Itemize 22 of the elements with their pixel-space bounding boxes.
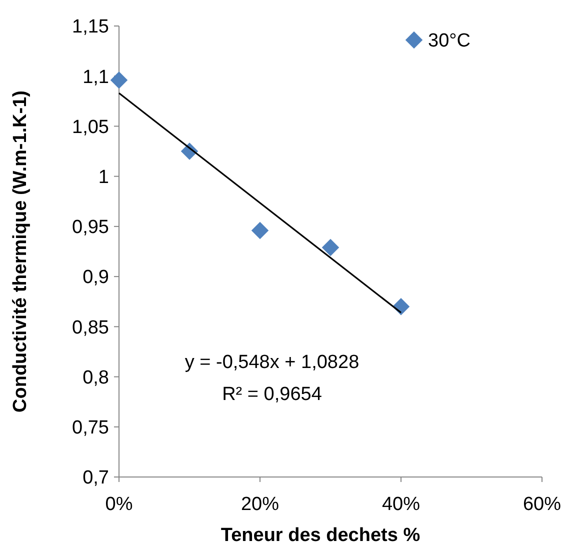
- y-tick-label: 0,8: [82, 367, 109, 388]
- x-tick-label: 40%: [382, 494, 420, 515]
- annotation: y = -0,548x + 1,0828: [184, 352, 360, 373]
- y-tick-label: 0,75: [72, 418, 109, 439]
- y-tick-label: 0,7: [82, 468, 109, 489]
- annotation: R² = 0,9654: [222, 384, 322, 405]
- x-axis-title: Teneur des dechets %: [220, 525, 420, 546]
- y-tick-label: 0,95: [72, 217, 109, 238]
- legend-label: 30°C: [428, 30, 470, 52]
- y-tick-label: 0,85: [72, 317, 109, 338]
- y-tick-label: 1: [98, 166, 109, 188]
- point: [110, 71, 128, 89]
- y-tick-label: 0,9: [82, 267, 109, 288]
- y-tick-label: 1,05: [72, 116, 109, 138]
- y-tick-label: 1,1: [82, 66, 109, 88]
- y-axis-title: Conductivité thermique (W.m-1.K-1): [10, 90, 31, 412]
- x-tick-label: 60%: [522, 494, 562, 515]
- x-tick-label: 0%: [105, 494, 133, 515]
- point: [322, 238, 340, 256]
- point: [251, 222, 269, 240]
- x-tick-label: 20%: [240, 494, 280, 515]
- y-tick-label: 1,15: [72, 16, 109, 38]
